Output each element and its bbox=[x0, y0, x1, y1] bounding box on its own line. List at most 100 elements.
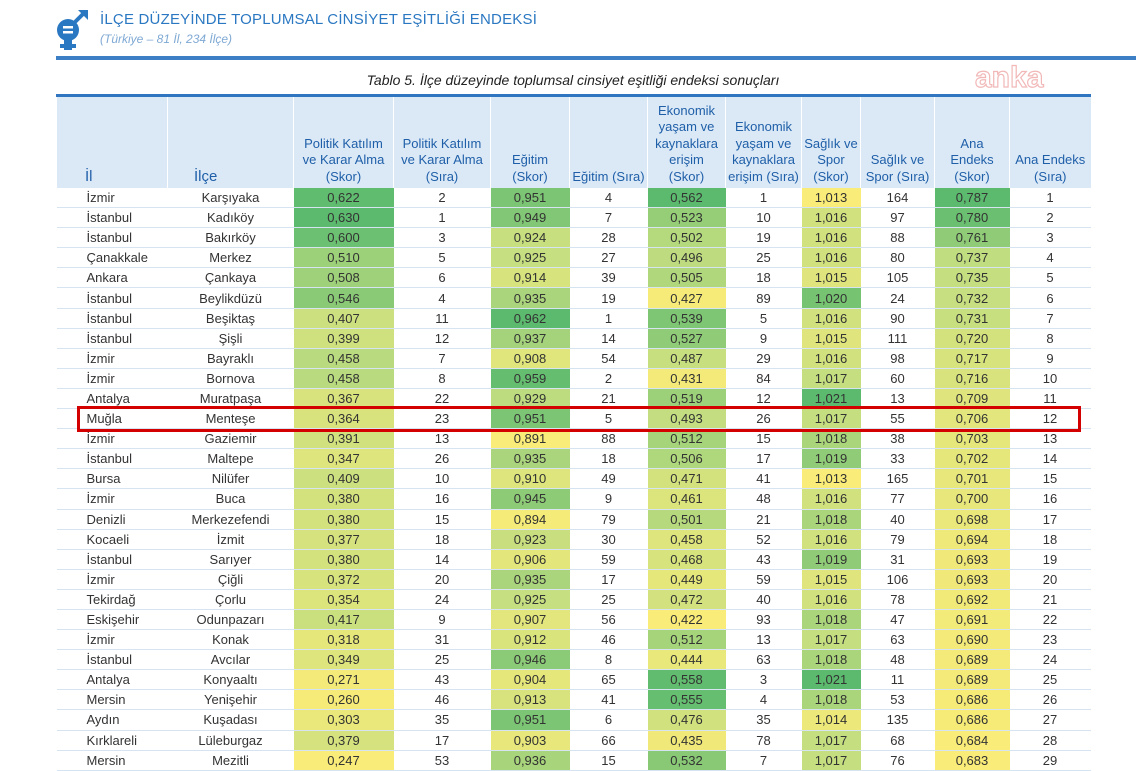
table-cell: 0,716 bbox=[934, 368, 1010, 389]
table-cell: 7 bbox=[393, 348, 491, 369]
table-cell: 13 bbox=[393, 428, 491, 450]
table-cell: 0,519 bbox=[647, 388, 726, 410]
table-cell: 0,468 bbox=[647, 549, 726, 570]
table-cell: Karşıyaka bbox=[167, 188, 294, 209]
table-cell: 3 bbox=[1009, 227, 1091, 249]
header-divider bbox=[56, 56, 1136, 60]
table-cell: 0,496 bbox=[647, 247, 726, 269]
table-cell: 0,427 bbox=[647, 287, 726, 309]
table-cell: Yenişehir bbox=[167, 689, 294, 711]
table-cell: 0,914 bbox=[490, 267, 570, 289]
table-row: Ankara Çankaya 0,508 6 0,914 39 0,505 18 1,015 10… bbox=[56, 267, 1091, 289]
table-cell: 78 bbox=[860, 589, 935, 610]
table-cell: 3 bbox=[725, 669, 802, 691]
table-cell: 1,015 bbox=[801, 569, 861, 590]
table-cell: 0,461 bbox=[647, 488, 726, 510]
table-cell: 9 bbox=[1009, 348, 1091, 369]
table-cell: 13 bbox=[1009, 428, 1091, 450]
table-cell: 1,018 bbox=[801, 649, 861, 671]
table-cell: 0,925 bbox=[490, 589, 570, 610]
table-cell: 0,349 bbox=[293, 649, 394, 671]
table-cell: 0,501 bbox=[647, 509, 726, 530]
table-cell: 1,016 bbox=[801, 247, 861, 269]
table-cell: 25 bbox=[569, 589, 648, 610]
table-cell: 10 bbox=[725, 207, 802, 229]
table-cell: Maltepe bbox=[167, 448, 294, 470]
table-row: İstanbul Beşiktaş 0,407 11 0,962 1 0,539 5 1,016… bbox=[56, 308, 1091, 329]
table-cell: 19 bbox=[569, 287, 648, 309]
table-cell: Tekirdağ bbox=[56, 589, 168, 610]
table-cell: 19 bbox=[725, 227, 802, 249]
table-row: Çanakkale Merkez 0,510 5 0,925 27 0,496 25 1,016… bbox=[56, 247, 1091, 269]
table-cell: 1,016 bbox=[801, 207, 861, 229]
table-cell: 0,690 bbox=[934, 629, 1010, 651]
table-cell: 35 bbox=[725, 709, 802, 731]
table-cell: 0,925 bbox=[490, 247, 570, 269]
table-cell: 1,017 bbox=[801, 629, 861, 651]
table-cell: Çankaya bbox=[167, 267, 294, 289]
table-cell: 0,693 bbox=[934, 549, 1010, 570]
table-cell: 49 bbox=[569, 468, 648, 490]
highlight-box bbox=[77, 405, 1081, 432]
table-cell: 0,702 bbox=[934, 448, 1010, 470]
table-cell: İzmir bbox=[56, 629, 168, 651]
table-header-row: İl İlçe Politik Katılım ve Karar Alma (S… bbox=[56, 94, 1091, 188]
table-cell: 26 bbox=[393, 448, 491, 470]
table-cell: 46 bbox=[393, 689, 491, 711]
table-cell: 0,962 bbox=[490, 308, 570, 329]
table-cell: 28 bbox=[569, 227, 648, 249]
table-cell: 1,013 bbox=[801, 188, 861, 209]
table-cell: İstanbul bbox=[56, 549, 168, 570]
table-cell: 0,271 bbox=[293, 669, 394, 691]
table-cell: 25 bbox=[1009, 669, 1091, 691]
column-header: Politik Katılım ve Karar Alma (Sıra) bbox=[393, 94, 491, 188]
table-cell: 0,686 bbox=[934, 689, 1010, 711]
table-cell: 0,562 bbox=[647, 188, 726, 209]
table-row: Tekirdağ Çorlu 0,354 24 0,925 25 0,472 40 1,016 7… bbox=[56, 589, 1091, 610]
table-cell: 0,260 bbox=[293, 689, 394, 711]
table-cell: 0,732 bbox=[934, 287, 1010, 309]
table-cell: 1,018 bbox=[801, 428, 861, 450]
table-cell: 4 bbox=[569, 188, 648, 209]
table-cell: 0,372 bbox=[293, 569, 394, 590]
table-cell: 0,347 bbox=[293, 448, 394, 470]
table-cell: 0,444 bbox=[647, 649, 726, 671]
table-cell: Çiğli bbox=[167, 569, 294, 590]
table-cell: 13 bbox=[860, 388, 935, 410]
table-cell: 13 bbox=[725, 629, 802, 651]
table-cell: 0,380 bbox=[293, 488, 394, 510]
table-cell: 0,735 bbox=[934, 267, 1010, 289]
table-cell: 1,016 bbox=[801, 589, 861, 610]
table-cell: 0,907 bbox=[490, 609, 570, 631]
table-row: Kırklareli Lüleburgaz 0,379 17 0,903 66 0,435 7… bbox=[56, 730, 1091, 751]
table-cell: 93 bbox=[725, 609, 802, 631]
table-cell: 0,683 bbox=[934, 750, 1010, 771]
table-cell: 0,935 bbox=[490, 287, 570, 309]
table-cell: İzmir bbox=[56, 488, 168, 510]
table-cell: 0,431 bbox=[647, 368, 726, 389]
report-header: İLÇE DÜZEYİNDE TOPLUMSAL CİNSİYET EŞİTLİ… bbox=[0, 0, 1136, 60]
table-cell: 53 bbox=[393, 750, 491, 771]
table-cell: 20 bbox=[393, 569, 491, 590]
table-cell: 55 bbox=[860, 408, 935, 430]
table-cell: 0,630 bbox=[293, 207, 394, 229]
table-cell: Bayraklı bbox=[167, 348, 294, 369]
table-cell: 54 bbox=[569, 348, 648, 369]
table-cell: 1,019 bbox=[801, 549, 861, 570]
table-cell: 0,906 bbox=[490, 549, 570, 570]
table-cell: 5 bbox=[1009, 267, 1091, 289]
table-cell: 0,435 bbox=[647, 730, 726, 751]
table-cell: 8 bbox=[393, 368, 491, 389]
table-cell: 0,600 bbox=[293, 227, 394, 249]
table-cell: 14 bbox=[393, 549, 491, 570]
table-row: İzmir Bornova 0,458 8 0,959 2 0,431 84 1,017 60 0,… bbox=[56, 368, 1091, 389]
table-cell: 0,691 bbox=[934, 609, 1010, 631]
table-cell: Bursa bbox=[56, 468, 168, 490]
table-cell: 98 bbox=[860, 348, 935, 369]
table-cell: 0,698 bbox=[934, 509, 1010, 530]
table-cell: 11 bbox=[393, 308, 491, 329]
table-cell: 25 bbox=[393, 649, 491, 671]
table-cell: 0,720 bbox=[934, 328, 1010, 349]
table-cell: 1,015 bbox=[801, 267, 861, 289]
table-cell: İzmir bbox=[56, 188, 168, 209]
